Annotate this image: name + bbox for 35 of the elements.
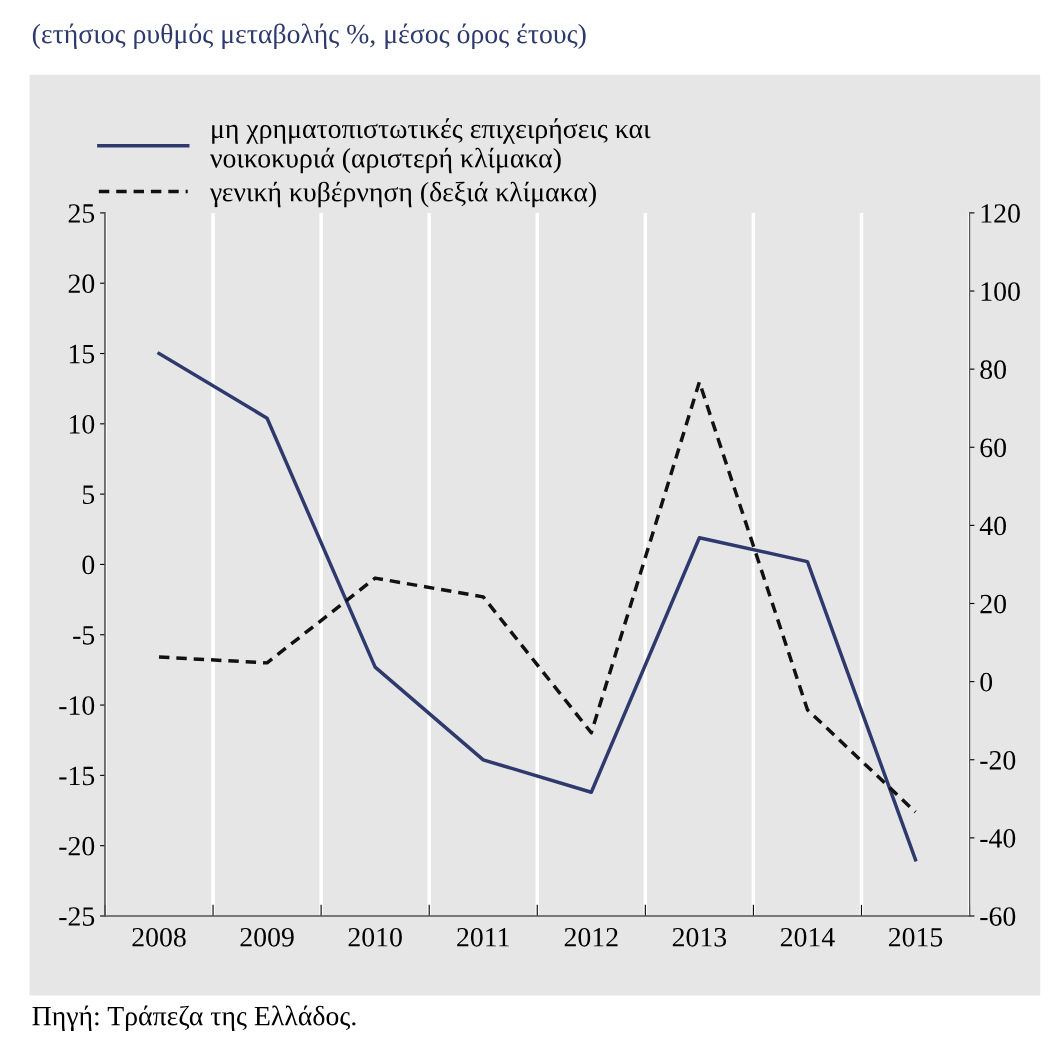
y-tick-label: 15: [69, 344, 95, 364]
legend-label: μη χρηματοπιστωτικές επιχειρήσεις και νοικοκυριά (αριστερή κλίμακα): [210, 118, 651, 174]
legend-label: γενική κυβέρνηση (δεξιά κλίμακα): [209, 181, 596, 208]
y-tick-label: 20: [68, 274, 95, 294]
y-tick-label: 0: [82, 555, 95, 575]
chart-title: (ετήσιος ρυθμός μεταβολής %, μέσος όρος έτους): [32, 23, 586, 50]
y-tick-label: 25: [68, 204, 95, 223]
y-tick-label: -20: [59, 836, 95, 856]
x-tick-label: 2015: [888, 927, 943, 947]
x-tick-label: 2011: [457, 927, 509, 947]
x-tick-label: 2012: [564, 927, 618, 947]
y2-tick-label: 40: [979, 516, 1006, 536]
y-tick-label: -5: [73, 626, 95, 645]
x-tick-label: 2013: [672, 927, 727, 947]
y-tick-label: -25: [59, 907, 95, 926]
y2-tick-label: 0: [980, 672, 993, 692]
y2-tick-label: 60: [980, 438, 1006, 458]
y2-tick-label: 80: [980, 360, 1006, 380]
line-series: [157, 351, 918, 862]
y2-tick-label: -20: [980, 750, 1016, 770]
y2-tick-label: -40: [980, 829, 1016, 848]
y-tick-label: 10: [69, 414, 95, 434]
y2-tick-label: -60: [980, 907, 1016, 926]
y2-tick-label: 100: [981, 282, 1020, 301]
line-series: [157, 380, 918, 814]
text: Πηγή: Τράπεζα της Ελλάδος.: [32, 1005, 356, 1032]
y2-tick-label: 120: [981, 204, 1020, 223]
y-tick-label: -15: [59, 766, 95, 786]
x-tick-label: 2014: [780, 927, 835, 947]
y-tick-label: 5: [82, 485, 95, 505]
y-tick-label: -10: [59, 696, 95, 715]
x-tick-label: 2010: [348, 927, 402, 947]
x-tick-label: 2008: [132, 927, 186, 947]
y2-tick-label: 20: [980, 594, 1006, 614]
x-tick-label: 2009: [240, 927, 294, 947]
